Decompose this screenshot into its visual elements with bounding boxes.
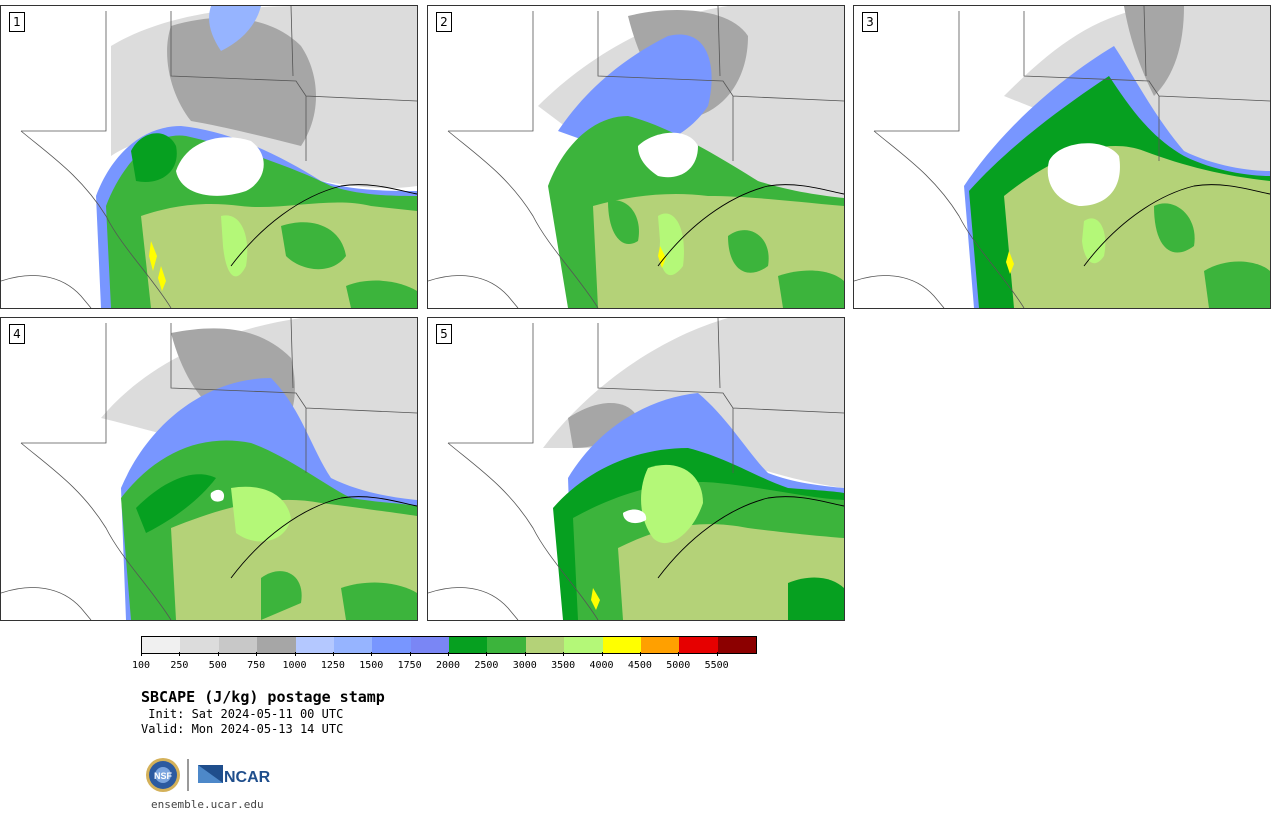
colorbar-segment xyxy=(564,637,603,653)
colorbar-ticks: 100 250 500 750 1000 1250 1500 1750 2000 2500 3000… xyxy=(132,652,757,672)
colorbar-tick xyxy=(524,652,526,656)
colorbar-segment xyxy=(525,637,565,653)
ncar-logo-icon: NCAR xyxy=(198,765,271,786)
map-panel-1: 1 xyxy=(0,5,418,309)
colorbar-tick-label: 1250 xyxy=(320,660,345,671)
colorbar-segment xyxy=(717,637,756,653)
svg-text:NSF: NSF xyxy=(154,771,173,781)
colorbar-tick xyxy=(141,652,142,656)
colorbar-segment xyxy=(257,637,296,653)
colorbar-segment xyxy=(333,637,373,653)
colorbar-tick xyxy=(371,652,373,656)
sbcape-map xyxy=(854,6,1270,308)
colorbar-segment xyxy=(372,637,411,653)
colorbar-tick-label: 1500 xyxy=(359,660,384,671)
panel-label: 5 xyxy=(436,324,452,344)
colorbar-segment xyxy=(180,637,219,653)
valid-time: Valid: Mon 2024-05-13 14 UTC xyxy=(141,722,344,736)
sbcape-map xyxy=(428,318,844,620)
colorbar-segment xyxy=(218,637,258,653)
colorbar-segment xyxy=(602,637,641,653)
colorbar-tick xyxy=(486,652,488,656)
site-url: ensemble.ucar.edu xyxy=(151,798,264,811)
init-time: Init: Sat 2024-05-11 00 UTC xyxy=(141,707,344,721)
sbcape-map xyxy=(1,6,417,308)
colorbar-tick-label: 3500 xyxy=(551,660,576,671)
colorbar-segment xyxy=(487,637,526,653)
colorbar-tick-label: 500 xyxy=(208,660,227,671)
colorbar-tick-label: 3000 xyxy=(512,660,537,671)
colorbar-tick-label: 100 xyxy=(131,660,151,671)
map-panel-5: 5 xyxy=(427,317,845,621)
sbcape-map xyxy=(1,318,417,620)
sbcape-map xyxy=(428,6,844,308)
colorbar-tick-label: 4500 xyxy=(627,660,652,671)
colorbar-tick-label: 4000 xyxy=(589,660,614,671)
colorbar-tick-label: 2000 xyxy=(435,660,461,671)
colorbar-tick-label: 2500 xyxy=(474,660,499,671)
colorbar-tick-label: 1750 xyxy=(397,660,422,671)
colorbar-tick xyxy=(716,652,718,656)
colorbar-tick xyxy=(217,652,219,656)
colorbar-tick xyxy=(294,652,296,656)
panel-label: 4 xyxy=(9,324,25,344)
colorbar-tick xyxy=(639,652,641,656)
colorbar-tick xyxy=(448,652,449,656)
colorbar-segment xyxy=(410,637,449,653)
colorbar xyxy=(141,636,757,654)
map-panel-2: 2 xyxy=(427,5,845,309)
colorbar-tick-label: 5500 xyxy=(704,660,729,671)
colorbar-tick-label: 5000 xyxy=(666,660,691,671)
colorbar-tick xyxy=(179,652,181,656)
colorbar-tick xyxy=(563,652,565,656)
panel-label: 2 xyxy=(436,12,452,32)
colorbar-segment xyxy=(640,637,680,653)
colorbar-segment xyxy=(449,637,488,653)
map-panel-4: 4 xyxy=(0,317,418,621)
map-panel-3: 3 xyxy=(853,5,1271,309)
panel-label: 1 xyxy=(9,12,25,32)
colorbar-tick xyxy=(332,652,334,656)
colorbar-tick-label: 750 xyxy=(247,660,266,671)
colorbar-tick-label: 1000 xyxy=(282,660,307,671)
svg-text:NCAR: NCAR xyxy=(224,769,271,786)
colorbar-tick xyxy=(678,652,680,656)
colorbar-segment xyxy=(142,637,181,653)
colorbar-tick xyxy=(601,652,603,656)
colorbar-tick xyxy=(256,652,258,656)
panel-label: 3 xyxy=(862,12,878,32)
colorbar-tick xyxy=(409,652,411,656)
nsf-logo-icon: NSF xyxy=(146,758,180,792)
logos: NSF NCAR xyxy=(145,757,275,793)
chart-title: SBCAPE (J/kg) postage stamp xyxy=(141,688,385,706)
colorbar-tick-label: 250 xyxy=(170,660,189,671)
colorbar-segment xyxy=(679,637,718,653)
colorbar-segment xyxy=(295,637,334,653)
